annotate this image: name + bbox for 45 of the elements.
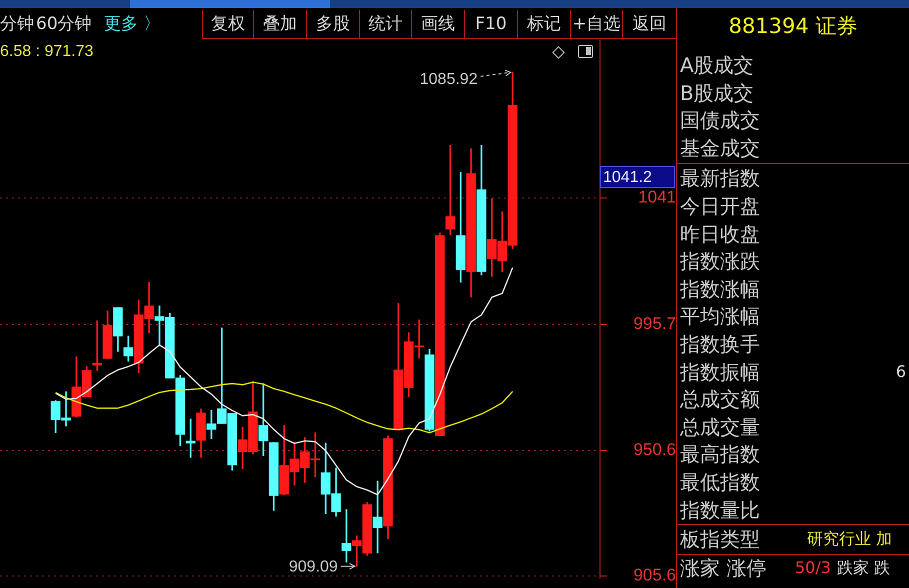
text: 指数涨跌 xyxy=(680,249,760,274)
text: 统计 xyxy=(359,10,411,39)
text: 返回 xyxy=(622,10,676,39)
text: B股成交 xyxy=(680,80,754,105)
text: 昨日收盘 xyxy=(680,222,760,246)
text: 平均涨幅 xyxy=(680,304,760,328)
text: 复权 xyxy=(202,10,253,39)
text: 60分钟 xyxy=(36,13,92,36)
text: 最高指数 xyxy=(680,442,760,466)
text: 指数换手 xyxy=(680,332,760,356)
text: 分钟 xyxy=(0,13,34,36)
text: 国债成交 xyxy=(680,108,760,132)
text: 研究行业 加 xyxy=(807,528,892,550)
text: 涨家 涨停 xyxy=(680,556,766,580)
text: 6 xyxy=(896,360,906,383)
y-tick-label: 905.6 xyxy=(633,566,676,585)
text: F10 xyxy=(464,10,517,39)
candlestick xyxy=(342,509,352,562)
text: 总成交量 xyxy=(680,414,760,439)
text: 画线 xyxy=(411,10,464,39)
annotation: 6.58 : 971.73 xyxy=(0,42,94,62)
text: 指数量比 xyxy=(680,498,760,522)
text: 基金成交 xyxy=(680,136,760,160)
text: 1041.2 xyxy=(600,166,675,188)
text: A股成交 xyxy=(680,53,754,77)
annotation: 909.09 xyxy=(288,558,338,576)
y-tick-label: 950.6 xyxy=(633,440,676,460)
text: 板指类型 xyxy=(680,527,760,552)
y-tick-label: 1041 xyxy=(638,188,676,207)
text: 更多 〉 xyxy=(104,13,160,36)
text: 最低指数 xyxy=(680,470,760,494)
text: 跌家 跌 xyxy=(837,556,890,579)
annotation: 1085.92 xyxy=(420,70,478,88)
text: 881394 证券 xyxy=(728,13,858,40)
text: +自选 xyxy=(570,10,622,39)
text: 50/3 xyxy=(795,556,831,579)
text: 叠加 xyxy=(253,10,306,39)
text: 指数涨幅 xyxy=(680,276,760,301)
y-tick-label: 995.7 xyxy=(633,314,676,334)
text: 多股 xyxy=(306,10,359,39)
text: 标记 xyxy=(517,10,570,39)
text: 总成交额 xyxy=(680,387,760,412)
text: 最新指数 xyxy=(680,166,760,190)
text: 今日开盘 xyxy=(680,194,760,218)
text: 指数振幅 xyxy=(680,360,760,384)
